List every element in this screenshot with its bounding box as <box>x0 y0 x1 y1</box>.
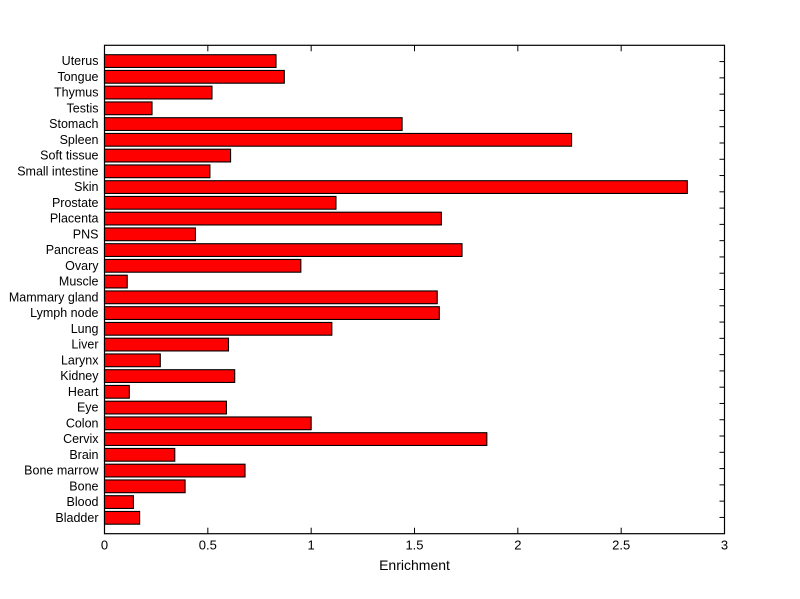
svg-text:1.5: 1.5 <box>405 538 423 553</box>
svg-text:Brain: Brain <box>69 448 98 462</box>
svg-text:Colon: Colon <box>66 416 99 430</box>
svg-text:Eye: Eye <box>77 401 99 415</box>
svg-text:Bladder: Bladder <box>55 511 98 525</box>
svg-text:Bone: Bone <box>69 479 98 493</box>
svg-text:Bone marrow: Bone marrow <box>24 464 99 478</box>
svg-text:0.5: 0.5 <box>199 538 217 553</box>
svg-text:2.5: 2.5 <box>612 538 630 553</box>
svg-text:Blood: Blood <box>67 495 99 509</box>
svg-text:Liver: Liver <box>71 338 98 352</box>
svg-text:Tongue: Tongue <box>57 70 98 84</box>
svg-text:Lung: Lung <box>71 322 99 336</box>
svg-text:Heart: Heart <box>68 385 99 399</box>
svg-text:Uterus: Uterus <box>62 54 99 68</box>
svg-text:Thymus: Thymus <box>54 86 98 100</box>
svg-text:Ovary: Ovary <box>65 259 99 273</box>
svg-text:Spleen: Spleen <box>60 133 99 147</box>
svg-text:1: 1 <box>308 538 315 553</box>
svg-text:Muscle: Muscle <box>59 275 99 289</box>
svg-text:Small intestine: Small intestine <box>17 164 98 178</box>
svg-text:Lymph node: Lymph node <box>30 306 98 320</box>
svg-text:Prostate: Prostate <box>52 196 99 210</box>
svg-text:Pancreas: Pancreas <box>46 243 99 257</box>
svg-text:Soft tissue: Soft tissue <box>40 149 98 163</box>
svg-text:Skin: Skin <box>74 180 98 194</box>
svg-text:Testis: Testis <box>67 101 99 115</box>
svg-text:Kidney: Kidney <box>60 369 99 383</box>
svg-text:Enrichment: Enrichment <box>379 557 450 573</box>
svg-text:Larynx: Larynx <box>61 353 99 367</box>
svg-text:PNS: PNS <box>73 227 99 241</box>
svg-text:0: 0 <box>101 538 108 553</box>
svg-text:Stomach: Stomach <box>49 117 98 131</box>
svg-text:3: 3 <box>721 538 728 553</box>
svg-text:Cervix: Cervix <box>63 432 99 446</box>
svg-text:2: 2 <box>514 538 521 553</box>
svg-text:Placenta: Placenta <box>50 212 99 226</box>
svg-text:Mammary gland: Mammary gland <box>9 290 99 304</box>
